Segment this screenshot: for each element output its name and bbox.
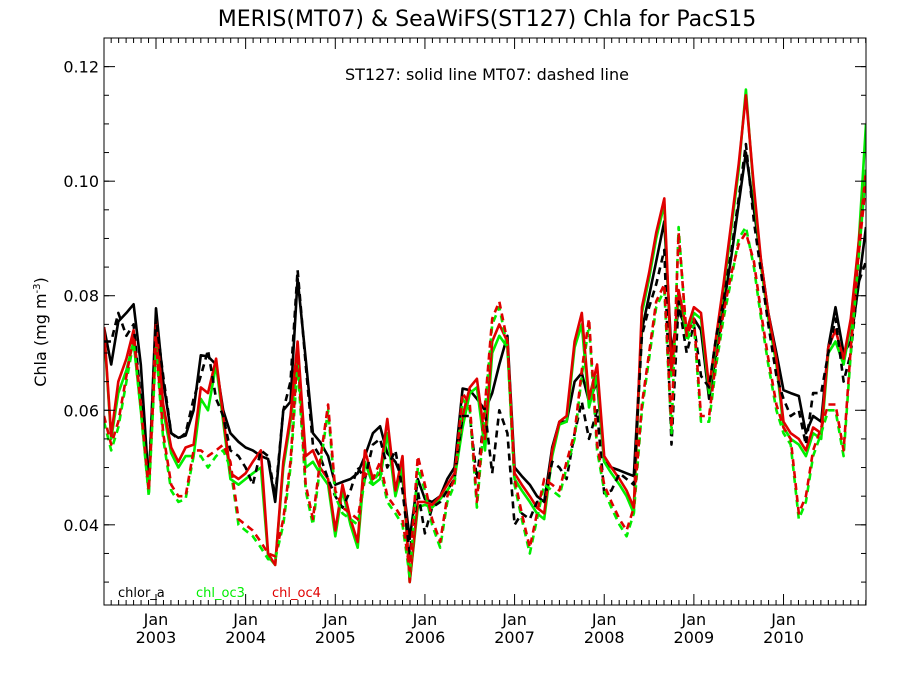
y-tick-label: 0.12 (63, 58, 99, 77)
y-axis-label: Chla (mg m-3) (31, 277, 50, 387)
x-tick-label-month: Jan (322, 610, 348, 629)
y-axis-label-sup: -3 (32, 283, 43, 293)
series-line-5 (104, 169, 866, 578)
x-tick-label-year: 2010 (763, 628, 804, 647)
y-tick-label: 0.10 (63, 172, 99, 191)
y-axis-label-main: Chla (mg m (31, 293, 50, 386)
y-axis-label-tail: ) (31, 277, 50, 283)
x-tick-label-month: Jan (770, 610, 796, 629)
x-tick-label-year: 2006 (405, 628, 446, 647)
legend-item-chlor-a: chlor_a (118, 586, 165, 601)
x-tick-label-year: 2003 (136, 628, 177, 647)
legend-item-chl-oc3: chl_oc3 (196, 586, 245, 601)
x-tick-label-year: 2008 (584, 628, 625, 647)
y-tick-label: 0.08 (63, 287, 99, 306)
x-tick-label-year: 2007 (494, 628, 535, 647)
series-line-6 (104, 181, 866, 572)
plot-frame (103, 37, 867, 606)
chart-annotation: ST127: solid line MT07: dashed line (345, 65, 629, 84)
axes-layer: 0.040.060.080.100.12Jan2003Jan2004Jan200… (63, 37, 867, 647)
x-tick-label-month: Jan (143, 610, 169, 629)
legend-item-chl-oc4: chl_oc4 (272, 586, 321, 601)
chart-title: MERIS(MT07) & SeaWiFS(ST127) Chla for Pa… (218, 7, 756, 32)
x-tick-label-year: 2009 (674, 628, 715, 647)
x-tick-label-month: Jan (232, 610, 258, 629)
x-tick-label-year: 2004 (225, 628, 266, 647)
y-tick-label: 0.04 (63, 516, 99, 535)
series-line-1 (104, 151, 866, 541)
x-tick-label-month: Jan (681, 610, 707, 629)
x-tick-label-month: Jan (412, 610, 438, 629)
x-tick-label-month: Jan (501, 610, 527, 629)
x-tick-label-year: 2005 (315, 628, 356, 647)
series-line-3 (104, 94, 866, 584)
y-tick-label: 0.06 (63, 401, 99, 420)
x-tick-label-month: Jan (591, 610, 617, 629)
series-layer (104, 88, 866, 584)
legend: chlor_a chl_oc3 chl_oc4 (118, 586, 321, 601)
series-line-4 (104, 142, 866, 555)
